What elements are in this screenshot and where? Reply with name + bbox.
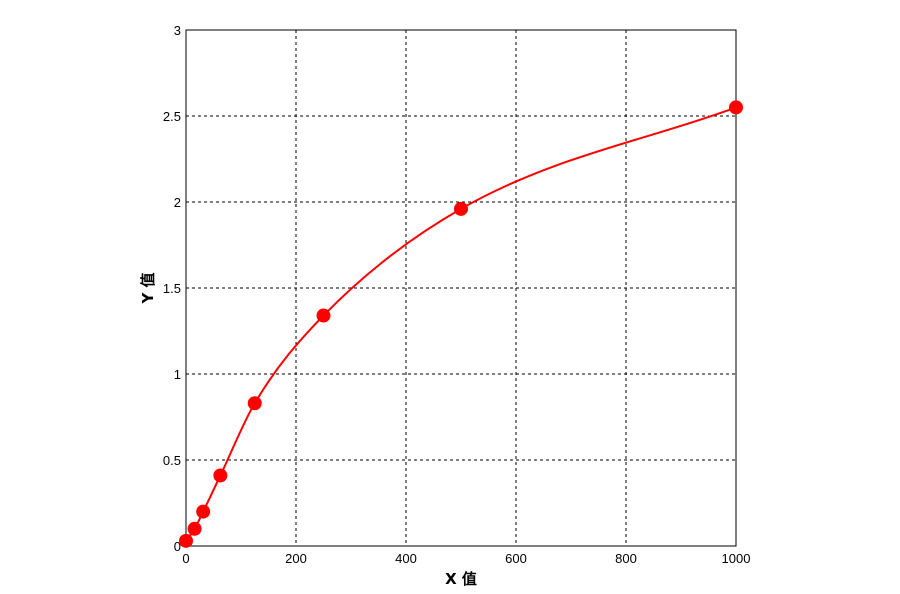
y-tick-label: 0 [174, 539, 181, 554]
y-axis-label: Y 值 [139, 272, 157, 304]
x-tick-label: 800 [615, 551, 637, 566]
x-tick-label: 0 [182, 551, 189, 566]
y-tick-label: 1 [174, 367, 181, 382]
data-points [179, 100, 743, 548]
y-tick-labels: 0 0.5 1 1.5 2 2.5 3 [163, 23, 181, 554]
fit-curve [185, 106, 737, 542]
gridlines [186, 30, 736, 546]
x-axis-label: X 值 [445, 570, 477, 588]
y-tick-label: 0.5 [163, 453, 181, 468]
data-point [187, 521, 202, 536]
data-point [213, 468, 228, 483]
y-tick-label: 2 [174, 195, 181, 210]
data-point [179, 533, 193, 548]
data-point [247, 396, 262, 411]
x-tick-labels: 0 200 400 600 800 1000 [182, 551, 750, 566]
x-tick-label: 400 [395, 551, 417, 566]
y-tick-label: 3 [174, 23, 181, 38]
data-point [454, 201, 468, 216]
y-tick-label: 1.5 [163, 281, 181, 296]
data-point [316, 308, 331, 323]
data-point [196, 504, 211, 519]
plot-area [185, 29, 737, 547]
x-tick-label: 200 [285, 551, 307, 566]
y-tick-label: 2.5 [163, 109, 181, 124]
x-tick-label: 1000 [722, 551, 751, 566]
x-tick-label: 600 [505, 551, 527, 566]
data-point [729, 100, 743, 115]
